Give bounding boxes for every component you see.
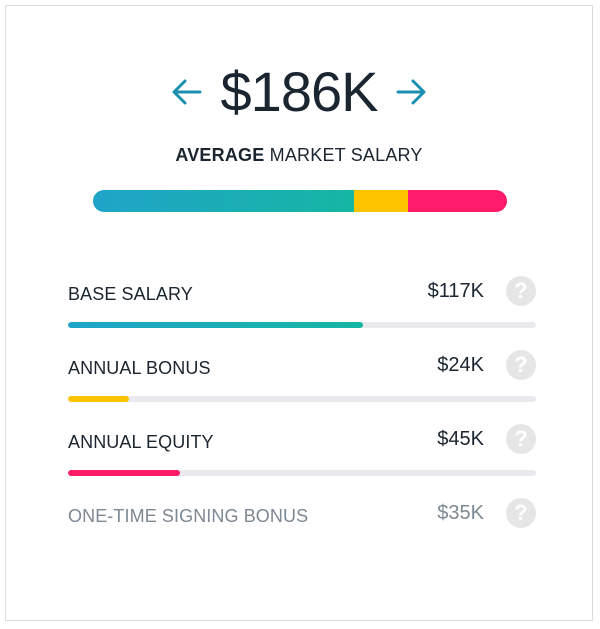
- arrow-left-icon[interactable]: [167, 72, 207, 112]
- row-label: ANNUAL BONUS: [68, 358, 211, 378]
- compensation-row: ANNUAL EQUITY $45K?: [68, 424, 536, 484]
- row-value: $117K: [427, 280, 484, 302]
- compensation-row: ONE-TIME SIGNING BONUS $35K?: [68, 498, 536, 558]
- row-label: ONE-TIME SIGNING BONUS: [68, 506, 309, 526]
- salary-card: $186K AVERAGE MARKET SALARY BASE SALARY $…: [5, 5, 593, 621]
- question-circle-icon[interactable]: ?: [506, 350, 536, 380]
- compensation-row: BASE SALARY $117K?: [68, 276, 536, 336]
- row-value: $35K: [437, 502, 484, 524]
- question-circle-icon[interactable]: ?: [506, 424, 536, 454]
- salary-header: $186K: [6, 56, 592, 128]
- row-progress-track: [68, 322, 536, 328]
- compensation-row: ANNUAL BONUS $24K?: [68, 350, 536, 410]
- total-bar-segment-base: [93, 190, 354, 212]
- subtitle-strong: AVERAGE: [175, 145, 265, 165]
- total-bar-segment-equity: [407, 190, 507, 212]
- average-salary-amount: $186K: [220, 60, 379, 123]
- row-progress-track: [68, 470, 536, 476]
- row-progress-track: [68, 396, 536, 402]
- subtitle-rest: MARKET SALARY: [264, 145, 423, 165]
- total-bar-segment-bonus: [353, 190, 408, 212]
- row-label: ANNUAL EQUITY: [68, 432, 214, 452]
- row-value: $24K: [437, 354, 484, 376]
- average-market-salary-label: AVERAGE MARKET SALARY: [6, 145, 592, 166]
- question-circle-icon[interactable]: ?: [506, 276, 536, 306]
- total-compensation-bar: [93, 190, 507, 212]
- question-circle-icon[interactable]: ?: [506, 498, 536, 528]
- row-label: BASE SALARY: [68, 284, 193, 304]
- row-progress-fill: [68, 322, 363, 328]
- row-progress-fill: [68, 470, 181, 476]
- row-value: $45K: [437, 428, 484, 450]
- arrow-right-icon[interactable]: [391, 72, 431, 112]
- row-progress-fill: [68, 396, 129, 402]
